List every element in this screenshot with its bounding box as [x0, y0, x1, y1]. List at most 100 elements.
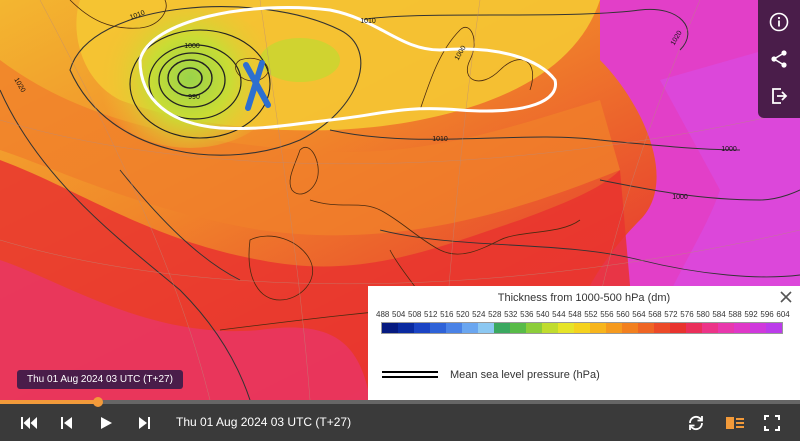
legend-swatch [414, 323, 430, 333]
legend-swatch [702, 323, 718, 333]
legend-tick: 576 [680, 310, 694, 319]
legend-tick: 588 [728, 310, 742, 319]
progress-knob[interactable] [93, 397, 104, 407]
legend-tick: 568 [648, 310, 662, 319]
isobar-label: 1000 [184, 43, 200, 50]
isobar-1000-ring [129, 29, 271, 139]
skip-to-start-button[interactable] [18, 412, 40, 434]
isobar-west-2 [119, 169, 241, 281]
legend-swatch [654, 323, 670, 333]
skip-start-icon [21, 417, 37, 429]
legend-swatch [398, 323, 414, 333]
isobar-992-ring [167, 59, 213, 97]
legend-ticks: 488 504 508 512 516 520 524 528 532 536 540 544 548 5… [376, 310, 790, 319]
legend-tick: 536 [520, 310, 534, 319]
legend-tick: 520 [456, 310, 470, 319]
legend-swatch [750, 323, 766, 333]
mslp-line-symbol [382, 371, 438, 378]
isobar-1010-central [329, 129, 741, 151]
legend-color-bar [381, 322, 783, 334]
playback-controls: Thu 01 Aug 2024 03 UTC (T+27) [0, 397, 800, 441]
legend-panel: Thickness from 1000-500 hPa (dm) 488 504 5… [368, 286, 800, 400]
legend-swatch [542, 323, 558, 333]
warm-band [0, 60, 620, 236]
isobar-996-ring [148, 44, 242, 120]
exit-button[interactable] [764, 81, 794, 111]
play-icon [101, 417, 112, 429]
legend-tick: 512 [424, 310, 438, 319]
isobar-1010-ne [359, 8, 689, 51]
current-time-label: Thu 01 Aug 2024 03 UTC (T+27) [176, 415, 352, 429]
graticule-1 [39, 0, 211, 400]
pink-sw [0, 260, 370, 400]
legend-tick: 556 [600, 310, 614, 319]
fullscreen-icon [764, 415, 780, 431]
share-icon [771, 50, 787, 68]
green-patch [260, 38, 340, 82]
isobar-label: 1010 [432, 136, 448, 143]
isobar-1020-west [0, 89, 251, 400]
legend-swatch [494, 323, 510, 333]
info-icon [769, 13, 789, 32]
progress-track[interactable] [0, 397, 800, 407]
graticule-lat-1 [0, 109, 800, 165]
coastline-greenland [69, 0, 167, 29]
legend-swatch [510, 323, 526, 333]
info-button[interactable] [764, 7, 794, 37]
legend-tick: 604 [776, 310, 790, 319]
legend-tick: 488 [376, 310, 390, 319]
legend-tick: 524 [472, 310, 486, 319]
isobar-label: 1000 [721, 146, 737, 153]
legend-close-button[interactable] [778, 289, 794, 305]
step-back-icon [61, 417, 72, 429]
step-back-button[interactable] [56, 412, 78, 434]
legend-swatch [734, 323, 750, 333]
legend-tick: 564 [632, 310, 646, 319]
legend-swatch [638, 323, 654, 333]
legend-tick: 580 [696, 310, 710, 319]
isobar-label: 990 [188, 94, 200, 101]
share-button[interactable] [764, 44, 794, 74]
step-forward-button[interactable] [133, 412, 155, 434]
isobar-label: 1000 [672, 194, 688, 201]
isobar-label: 1010 [360, 18, 376, 25]
legend-swatch [462, 323, 478, 333]
loop-button[interactable] [685, 412, 707, 434]
coastline-iberia [248, 235, 313, 301]
legend-swatch [622, 323, 638, 333]
cross-mark-b [245, 60, 265, 111]
legend-swatch [382, 323, 398, 333]
legend-swatch [558, 323, 574, 333]
isobar-label: 1010 [129, 10, 146, 22]
legend-tick: 540 [536, 310, 550, 319]
legend-tick: 532 [504, 310, 518, 319]
isobar-990-ring [177, 67, 203, 89]
legend-tick: 552 [584, 310, 598, 319]
play-button[interactable] [95, 412, 117, 434]
legend-tick: 528 [488, 310, 502, 319]
exit-icon [772, 87, 788, 104]
graticule-lat-2 [0, 229, 800, 285]
mslp-label: Mean sea level pressure (hPa) [450, 369, 600, 381]
isobar-994-ring [158, 52, 226, 108]
coastline-uk [289, 147, 319, 195]
legend-swatch [590, 323, 606, 333]
legend-tick: 572 [664, 310, 678, 319]
legend-swatch [766, 323, 782, 333]
legend-swatch [430, 323, 446, 333]
progress-fill [0, 400, 99, 404]
legend-swatch [526, 323, 542, 333]
fullscreen-button[interactable] [761, 412, 783, 434]
loop-icon [689, 415, 703, 431]
isobar-south-1 [379, 229, 800, 278]
legend-swatch [670, 323, 686, 333]
legend-toggle-button[interactable] [724, 412, 746, 434]
legend-swatch [718, 323, 734, 333]
legend-tick: 504 [392, 310, 406, 319]
coastline-scandinavia [419, 27, 534, 111]
legend-swatch [574, 323, 590, 333]
graticule-2 [259, 0, 311, 400]
legend-tick: 560 [616, 310, 630, 319]
legend-tick: 516 [440, 310, 454, 319]
legend-swatch [446, 323, 462, 333]
